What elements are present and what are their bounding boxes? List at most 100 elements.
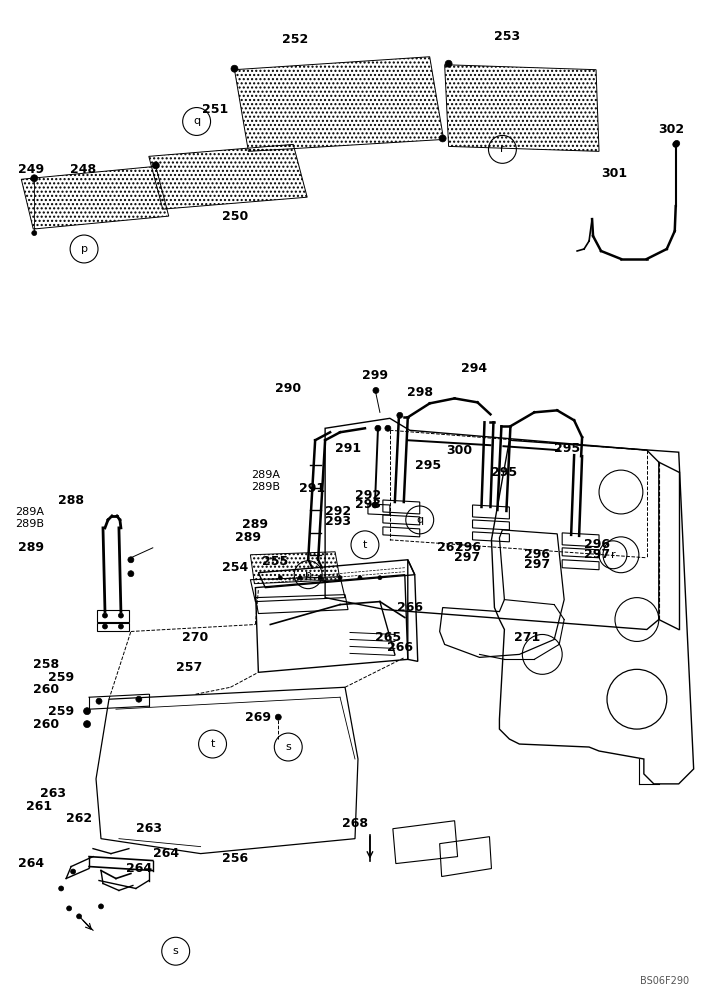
Text: 289B: 289B (251, 482, 280, 492)
Text: 291: 291 (299, 482, 325, 495)
Text: 296: 296 (455, 541, 481, 554)
Circle shape (84, 721, 91, 728)
Text: 251: 251 (202, 103, 229, 116)
Text: 296: 296 (584, 538, 610, 551)
Circle shape (358, 576, 362, 580)
Circle shape (372, 502, 378, 508)
Text: 288: 288 (58, 493, 84, 506)
Text: 299: 299 (362, 369, 388, 382)
Text: 268: 268 (342, 817, 368, 830)
Text: 262: 262 (66, 812, 92, 825)
Circle shape (152, 162, 159, 169)
Circle shape (98, 904, 103, 909)
Circle shape (96, 698, 102, 704)
Circle shape (128, 571, 134, 577)
Text: 252: 252 (282, 33, 309, 46)
Circle shape (275, 714, 281, 720)
Text: 289A: 289A (251, 470, 280, 480)
Circle shape (67, 906, 72, 911)
Circle shape (84, 708, 91, 715)
Text: 296: 296 (525, 548, 550, 561)
Circle shape (298, 576, 302, 580)
Text: 253: 253 (494, 30, 520, 43)
Circle shape (439, 135, 446, 142)
Text: p: p (304, 570, 312, 580)
Text: 259: 259 (48, 671, 74, 684)
Text: 265: 265 (375, 631, 401, 644)
Text: 264: 264 (153, 847, 179, 860)
Text: 261: 261 (26, 800, 52, 813)
Text: 297: 297 (524, 558, 550, 571)
Text: 289: 289 (236, 531, 261, 544)
Text: 297: 297 (584, 548, 610, 561)
Text: 264: 264 (126, 862, 152, 875)
Text: 260: 260 (33, 683, 59, 696)
Circle shape (231, 65, 238, 72)
Text: 256: 256 (222, 852, 249, 865)
Text: 300: 300 (447, 444, 473, 457)
Text: 249: 249 (18, 163, 45, 176)
Text: s: s (285, 742, 291, 752)
Circle shape (378, 576, 382, 580)
Circle shape (136, 696, 142, 702)
Text: r: r (500, 144, 505, 154)
Text: 266: 266 (387, 641, 413, 654)
Text: 267: 267 (437, 541, 463, 554)
Circle shape (118, 624, 123, 629)
Circle shape (76, 914, 81, 919)
Circle shape (338, 576, 342, 580)
Text: q: q (193, 116, 200, 126)
Text: 255: 255 (262, 555, 288, 568)
Circle shape (59, 886, 64, 891)
Circle shape (674, 140, 680, 146)
Text: 290: 290 (275, 382, 302, 395)
Text: 258: 258 (33, 658, 59, 671)
Circle shape (71, 869, 76, 874)
Text: 269: 269 (246, 711, 271, 724)
Text: s: s (173, 946, 178, 956)
Text: 291: 291 (335, 442, 361, 455)
Text: 263: 263 (40, 787, 66, 800)
Circle shape (385, 425, 391, 431)
Text: 295: 295 (491, 466, 518, 479)
Text: BS06F290: BS06F290 (639, 976, 689, 986)
Circle shape (318, 576, 322, 580)
Text: 301: 301 (601, 167, 627, 180)
Text: 260: 260 (33, 718, 59, 731)
Circle shape (103, 624, 108, 629)
Text: 294: 294 (462, 362, 488, 375)
Circle shape (103, 613, 108, 618)
Text: 264: 264 (18, 857, 45, 870)
Text: 295: 295 (554, 442, 581, 455)
Text: t: t (362, 540, 367, 550)
Circle shape (32, 231, 37, 236)
Text: 297: 297 (455, 551, 481, 564)
Text: r: r (611, 550, 615, 560)
Circle shape (128, 557, 134, 563)
Text: p: p (81, 244, 88, 254)
Text: 289: 289 (242, 518, 268, 531)
Text: 298: 298 (406, 386, 433, 399)
Text: 289: 289 (18, 541, 45, 554)
Text: 259: 259 (48, 705, 74, 718)
Text: 302: 302 (658, 123, 684, 136)
Text: 266: 266 (396, 601, 423, 614)
Text: 271: 271 (514, 631, 540, 644)
Circle shape (118, 613, 123, 618)
Circle shape (278, 576, 282, 580)
Text: 292: 292 (355, 489, 381, 502)
Text: q: q (416, 515, 423, 525)
Text: 293: 293 (325, 515, 351, 528)
Text: 292: 292 (325, 505, 351, 518)
Circle shape (30, 175, 38, 182)
Circle shape (396, 412, 403, 418)
Circle shape (373, 387, 379, 393)
Text: 289B: 289B (15, 519, 44, 529)
Text: t: t (210, 739, 215, 749)
Text: 295: 295 (415, 459, 441, 472)
Text: 293: 293 (355, 498, 381, 511)
Circle shape (673, 141, 679, 147)
Circle shape (375, 425, 381, 431)
Text: 248: 248 (70, 163, 96, 176)
Circle shape (445, 60, 452, 67)
